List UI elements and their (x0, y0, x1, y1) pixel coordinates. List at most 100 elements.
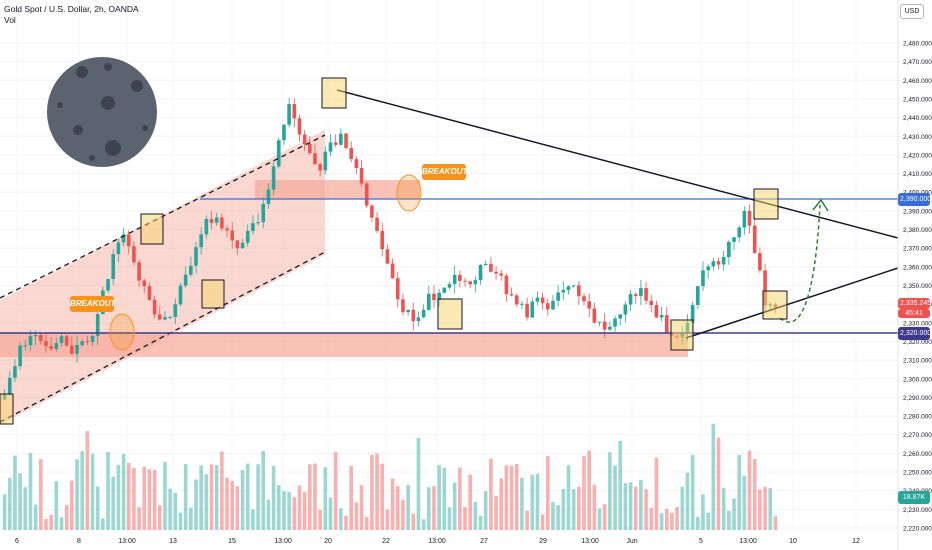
volume-bar (613, 465, 617, 530)
breakout-circle-left (109, 313, 135, 351)
volume-bar (675, 506, 679, 530)
y-tick-label: 2,270.000 (903, 432, 932, 439)
candle-body (54, 343, 59, 350)
volume-bar (126, 462, 131, 530)
candle-body (592, 308, 597, 323)
volume-bar (721, 487, 726, 530)
candle-body (711, 261, 716, 267)
time-axis[interactable]: 6 8 13:00 13 15 13:00 20 22 13:00 27 29 13:00 Jun 5 13… (15, 538, 860, 545)
y-tick-label: 2,290.000 (903, 395, 932, 402)
candle-body (173, 304, 178, 317)
y-tick-label: 2,440.000 (903, 115, 932, 122)
volume-bar (437, 465, 441, 530)
volume-bar (489, 458, 493, 530)
highlight-box (321, 77, 347, 109)
candle-body (478, 265, 483, 281)
volume-bar (339, 508, 343, 530)
candle-body (126, 234, 131, 247)
candle-body (370, 205, 374, 218)
volume-bar (447, 507, 452, 530)
candle-body (437, 292, 441, 301)
volume-bar (763, 486, 767, 530)
triangle-upper-line (336, 89, 899, 239)
candle-body (577, 285, 581, 297)
candle-body (163, 317, 167, 320)
volume-bar (452, 482, 457, 530)
candle-body (597, 321, 602, 323)
volume-bar (344, 515, 348, 530)
candle-body (525, 303, 529, 318)
candle-body (375, 217, 379, 231)
volume-bar (654, 457, 659, 530)
volume-bar (556, 505, 560, 530)
volume-bar (359, 485, 364, 530)
x-tick-label: 6 (15, 538, 19, 545)
candle-body (292, 104, 297, 119)
candle-body (152, 299, 157, 315)
volume-bar (478, 515, 483, 530)
volume-bar (773, 516, 778, 530)
currency-button[interactable]: USD (900, 4, 924, 19)
candle-body (308, 143, 312, 154)
candle-body (468, 281, 472, 285)
volume-bar (664, 508, 669, 530)
volume-bar (276, 485, 281, 530)
candle-body (644, 288, 648, 301)
volume-bar (70, 480, 74, 530)
price-axis[interactable]: 2,220.0002,230.0002,240.0002,250.0002,26… (897, 0, 932, 550)
volume-bar (292, 497, 297, 530)
volume-bar (370, 454, 374, 530)
x-tick-label: 13:00 (274, 538, 292, 545)
volume-bar (271, 466, 276, 530)
y-tick-label: 2,230.000 (903, 507, 932, 514)
candle-body (44, 340, 48, 347)
candle-body (168, 316, 172, 318)
candle-body (64, 336, 69, 346)
x-tick-label: Jun (626, 538, 637, 545)
volume-bar (406, 484, 410, 530)
candle-body (49, 346, 53, 350)
candle-body (380, 230, 385, 250)
volume-bar (509, 465, 514, 530)
candle-body (406, 309, 410, 313)
volume-bar (178, 512, 183, 530)
volume-bar (623, 483, 628, 530)
y-tick-label: 2,480.000 (903, 41, 932, 48)
volume-bar (38, 459, 43, 530)
candle-body (706, 266, 710, 271)
volume-bar (680, 486, 685, 530)
volume-bar (639, 479, 643, 530)
volume-bar (364, 516, 369, 530)
x-tick-label: 13:00 (428, 538, 446, 545)
candle-body (137, 262, 141, 281)
candle-body (659, 315, 664, 318)
candle-body (209, 219, 214, 223)
x-tick-label: 10 (789, 538, 797, 545)
y-tick-label: 2,460.000 (903, 78, 932, 85)
x-tick-label: 27 (480, 538, 488, 545)
ascending-channel-fill (0, 130, 325, 425)
candle-body (520, 303, 524, 305)
volume-bar (235, 486, 240, 530)
volume-bar (690, 454, 695, 530)
candle-body (204, 219, 209, 235)
candle-body (483, 263, 488, 266)
volume-bar (727, 510, 731, 530)
candle-body (426, 293, 431, 310)
y-tick-label: 2,280.000 (903, 414, 932, 421)
candle-body (504, 275, 509, 295)
candle-body (701, 270, 705, 287)
candle-body (251, 223, 255, 231)
x-tick-label: 13:00 (581, 538, 599, 545)
volume-bar (432, 486, 436, 530)
volume-bar (245, 463, 250, 530)
support-zone (0, 333, 688, 357)
volume-bar (742, 475, 747, 530)
highlight-box (670, 319, 694, 351)
candle-body (758, 253, 762, 271)
candle-body (38, 334, 43, 341)
candle-body (401, 299, 405, 313)
candle-body (199, 234, 203, 248)
candle-body (121, 234, 126, 243)
